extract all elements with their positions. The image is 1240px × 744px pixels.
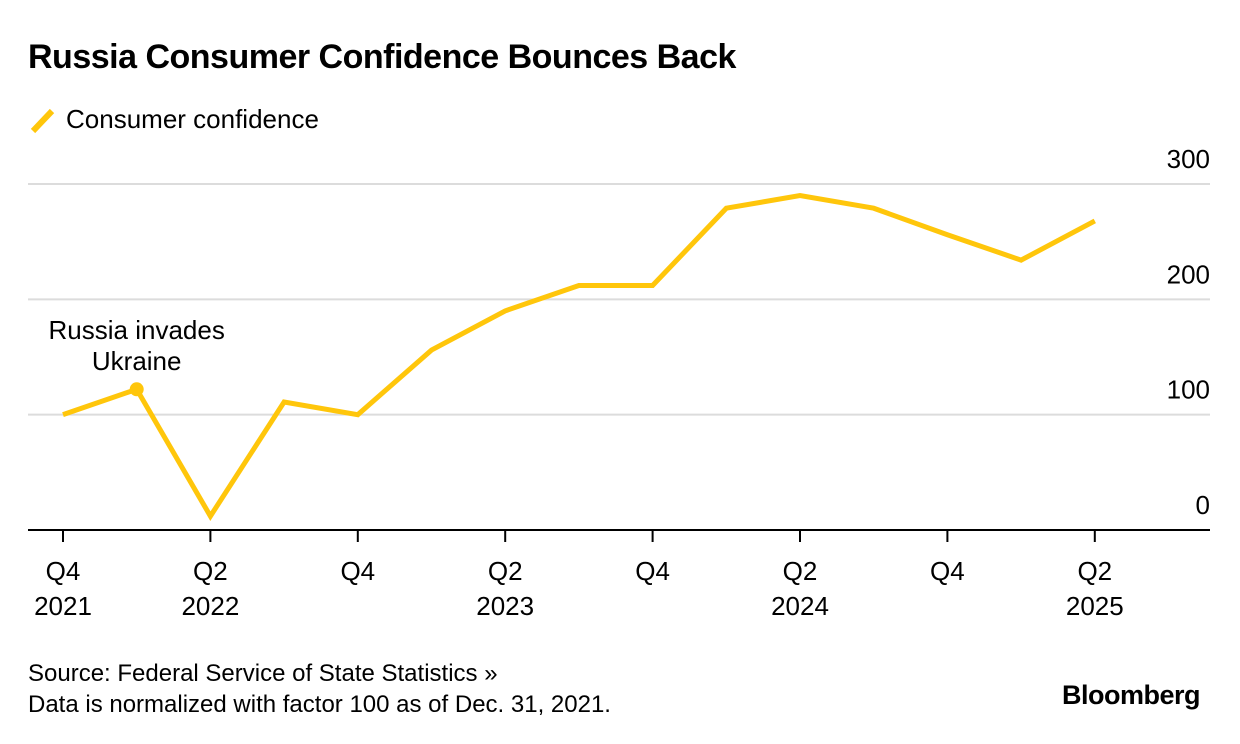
y-tick-label: 300 xyxy=(1167,144,1210,174)
source-link[interactable]: Source: Federal Service of State Statist… xyxy=(28,660,498,687)
gridlines xyxy=(28,183,1210,416)
bloomberg-logo: Bloomberg xyxy=(1061,680,1201,710)
x-tick-label-quarter: Q2 xyxy=(193,556,228,586)
line-swatch-icon xyxy=(30,108,55,133)
x-tick-label-quarter: Q4 xyxy=(46,556,81,586)
chart-title: Russia Consumer Confidence Bounces Back xyxy=(28,38,736,76)
y-tick-label: 0 xyxy=(1196,490,1210,520)
x-tick-label-year: 2023 xyxy=(476,591,534,621)
x-tick-label-year: 2021 xyxy=(34,591,92,621)
legend-label: Consumer confidence xyxy=(66,104,319,134)
x-axis-labels: Q4 2021 Q2 2022 Q4 Q2 2023 Q4 Q2 2024 Q4 Q2 2025 xyxy=(34,556,1124,621)
x-tick-label-year: 2022 xyxy=(181,591,239,621)
x-tick-label-quarter: Q4 xyxy=(340,556,375,586)
x-tick-label-quarter: Q2 xyxy=(1077,556,1112,586)
y-tick-label: 200 xyxy=(1167,259,1210,289)
y-axis-labels: 0 100 200 300 xyxy=(1167,144,1210,520)
footer: Source: Federal Service of State Statist… xyxy=(28,658,611,720)
y-tick-label: 100 xyxy=(1167,375,1210,405)
series xyxy=(62,192,1096,521)
x-tick-label-year: 2024 xyxy=(771,591,829,621)
footnote: Data is normalized with factor 100 as of… xyxy=(28,691,611,718)
annotation-label: Ukraine xyxy=(92,346,182,376)
x-axis xyxy=(28,529,1210,542)
x-tick-label-quarter: Q2 xyxy=(488,556,523,586)
annotation-label: Russia invades xyxy=(49,315,225,345)
x-tick-label-year: 2025 xyxy=(1066,591,1124,621)
series-line-consumer-confidence xyxy=(62,192,1096,521)
annotation-marker xyxy=(129,382,144,397)
legend: Consumer confidence xyxy=(28,104,319,135)
x-tick-label-quarter: Q4 xyxy=(930,556,965,586)
x-tick-label-quarter: Q4 xyxy=(635,556,670,586)
x-tick-label-quarter: Q2 xyxy=(783,556,818,586)
